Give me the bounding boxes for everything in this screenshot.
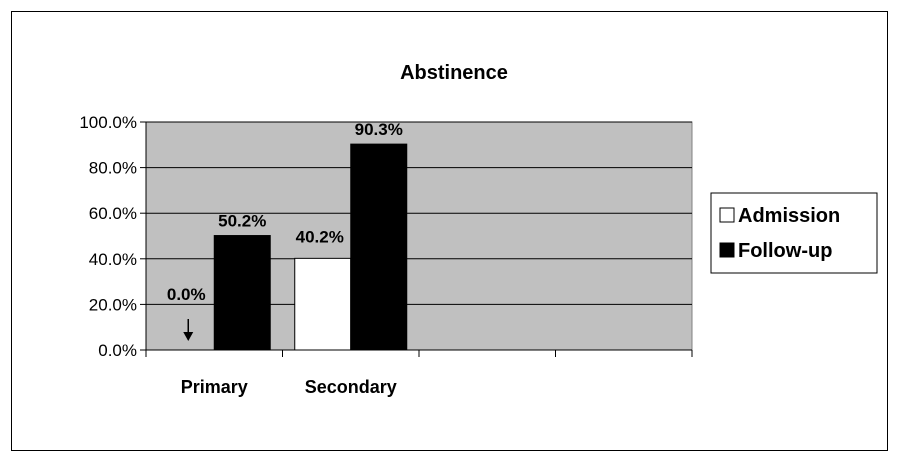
- abstinence-chart: Abstinence 0.0% 20.0% 40.0% 60.0% 80.0% 100.0%…: [79, 62, 878, 397]
- bar-follow-up: [350, 143, 408, 351]
- legend-swatch: [719, 242, 735, 258]
- legend-label: Admission: [738, 205, 840, 227]
- y-tick-label: 0.0%: [98, 341, 137, 360]
- down-arrow-icon: [183, 332, 194, 341]
- x-tick-label: Secondary: [305, 377, 397, 397]
- data-label: 50.2%: [218, 212, 266, 231]
- bar-admission: [294, 257, 352, 351]
- legend-box: [710, 192, 878, 274]
- x-tick-label: Primary: [181, 377, 248, 397]
- y-tick-label: 20.0%: [89, 295, 137, 314]
- data-label: 0.0%: [167, 285, 206, 304]
- y-tick-label: 60.0%: [89, 204, 137, 223]
- y-tick-label: 80.0%: [89, 159, 137, 178]
- bar-follow-up: [213, 235, 271, 351]
- chart-title: Abstinence: [400, 62, 508, 84]
- y-tick-label: 40.0%: [89, 250, 137, 269]
- legend-label: Follow-up: [738, 240, 832, 262]
- legend-swatch: [719, 207, 735, 223]
- data-label: 90.3%: [355, 120, 403, 139]
- data-label: 40.2%: [296, 227, 344, 246]
- y-tick-label: 100.0%: [79, 113, 137, 132]
